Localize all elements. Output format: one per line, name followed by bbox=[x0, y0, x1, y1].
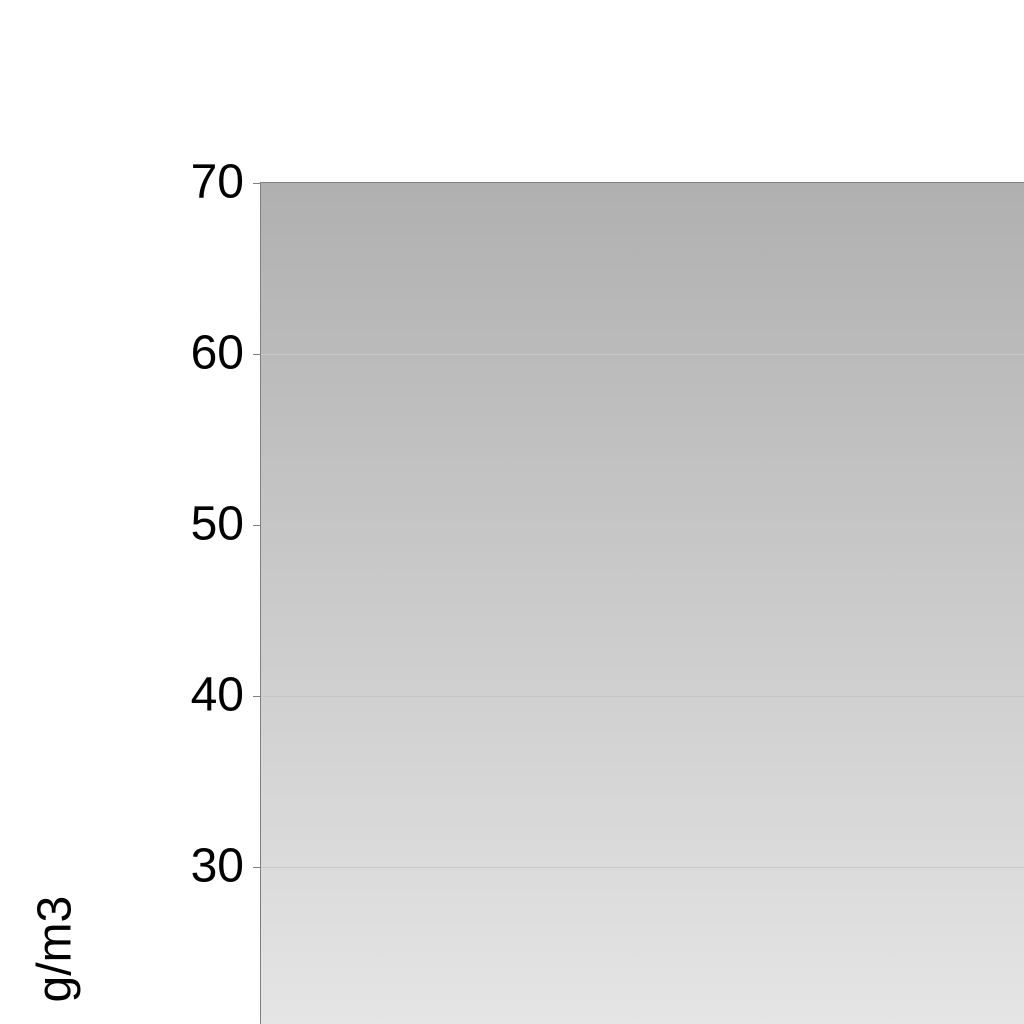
tick-mark-60 bbox=[253, 354, 261, 355]
y-tick-label-60: 60 bbox=[191, 326, 244, 381]
y-tick-label-70: 70 bbox=[191, 155, 244, 210]
plot-area bbox=[260, 182, 1024, 1024]
y-tick-label-30: 30 bbox=[191, 839, 244, 894]
gridline-40 bbox=[261, 696, 1024, 697]
y-axis-label: g/m3 bbox=[28, 896, 83, 1003]
gridline-30 bbox=[261, 867, 1024, 868]
gridline-60 bbox=[261, 354, 1024, 355]
tick-mark-50 bbox=[253, 525, 261, 526]
y-tick-label-40: 40 bbox=[191, 668, 244, 723]
tick-mark-40 bbox=[253, 696, 261, 697]
gridline-50 bbox=[261, 525, 1024, 526]
y-tick-label-50: 50 bbox=[191, 497, 244, 552]
tick-mark-30 bbox=[253, 867, 261, 868]
chart-container: 70 60 50 40 30 g/m3 bbox=[0, 0, 1024, 1024]
tick-mark-70 bbox=[253, 183, 261, 184]
